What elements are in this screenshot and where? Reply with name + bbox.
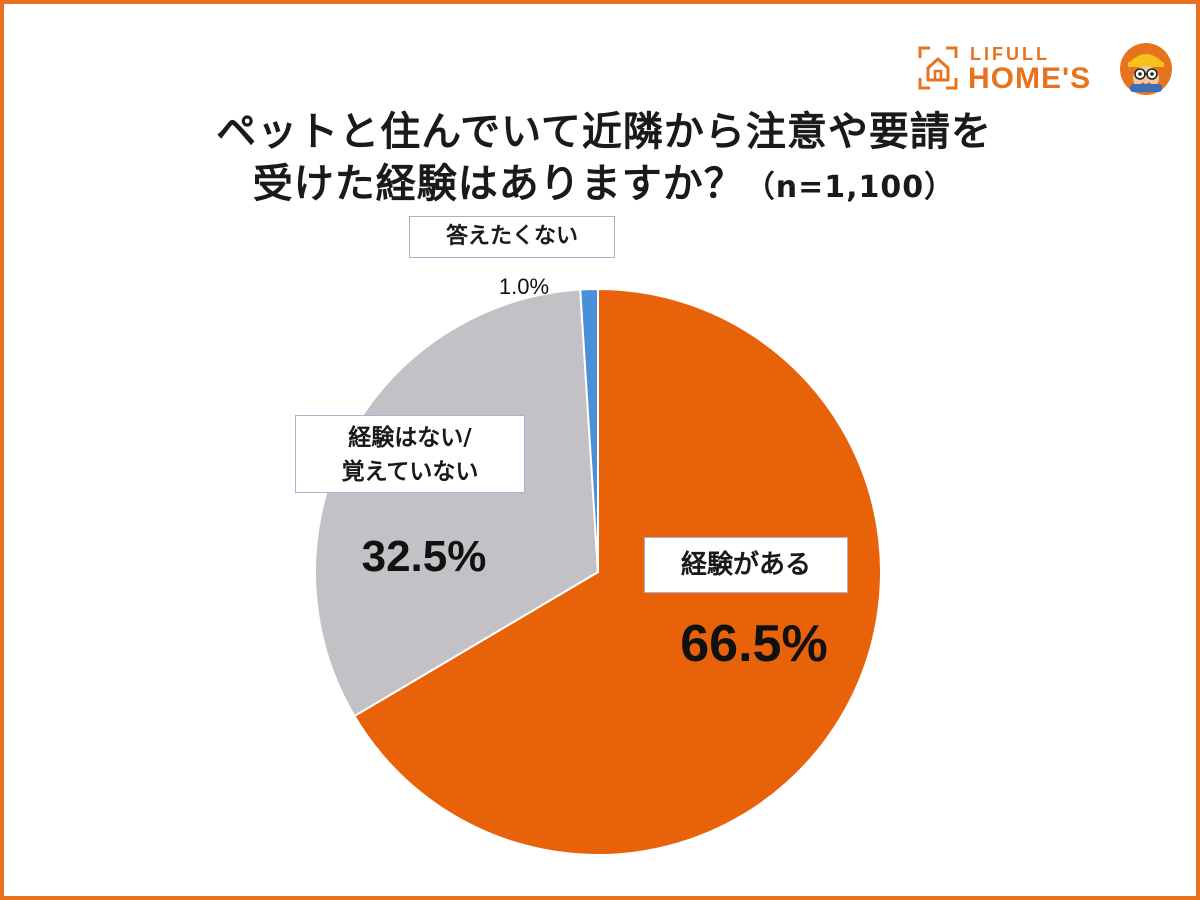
brand-name-line1: LIFULL (970, 44, 1050, 64)
slice-no-answer (579, 287, 599, 573)
value-label-no-answer: 1.0% (498, 274, 550, 299)
pie-chart (313, 287, 882, 856)
chart-title-line2-text: 受けた経験はありますか？ (252, 161, 745, 207)
label-not-experienced-line1: 経験はない/ (348, 425, 472, 451)
chart-title-line2: 受けた経験はありますか？（n=1,100） (4, 158, 1200, 214)
sample-size: （n=1,100） (744, 170, 956, 205)
house-icon (918, 46, 958, 90)
mascot-icon (1120, 43, 1172, 95)
slice-experienced (353, 287, 882, 856)
brand-logo: LIFULL HOME'S (912, 38, 1174, 100)
label-not-experienced-line2: 覚えていない (341, 459, 479, 485)
label-experienced: 経験がある (644, 537, 848, 593)
value-label-not-experienced: 32.5% (361, 532, 487, 581)
label-no-answer: 答えたくない (409, 216, 615, 258)
chart-title-line1: ペットと住んでいて近隣から注意や要請を (216, 109, 992, 155)
label-not-experienced: 経験はない/ 覚えていない (295, 415, 525, 493)
value-label-experienced: 66.5% (680, 615, 828, 673)
brand-name-line2: HOME'S (968, 62, 1092, 95)
